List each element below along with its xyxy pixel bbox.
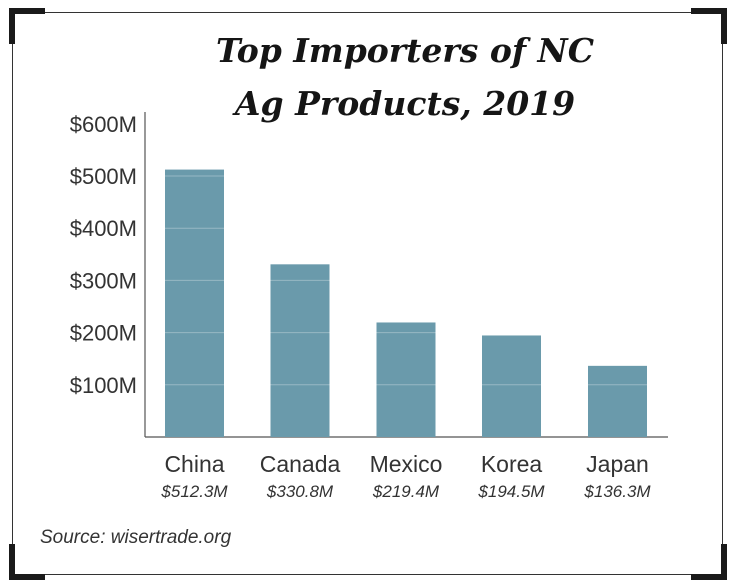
bar-value-label: $194.5M [477,482,545,501]
x-category-label: Canada [260,451,341,477]
y-tick-label: $400M [70,216,137,241]
frame-border [12,12,723,575]
bar-value-label: $219.4M [372,482,440,501]
x-category-label: Japan [586,451,649,477]
source-note: Source: wisertrade.org [40,527,232,548]
y-tick-label: $500M [70,164,137,189]
x-category-label: Mexico [370,451,443,477]
bar-japan [588,365,647,437]
corner-bracket [691,544,727,580]
bar-value-label: $512.3M [160,482,228,501]
x-category-label: Korea [481,451,543,477]
corner-bracket [9,544,45,580]
y-tick-label: $600M [70,112,137,137]
title-line: Ag Products, 2019 [234,84,576,123]
y-tick-label: $200M [70,321,137,346]
bar-value-label: $136.3M [583,482,651,501]
bar-china [165,169,224,437]
y-tick-label: $100M [70,373,137,398]
corner-bracket [9,8,45,44]
bar-korea [482,335,541,437]
chart-title: Top Importers of NC Ag Products, 2019 [150,24,660,130]
x-category-label: China [164,451,224,477]
corner-bracket [691,8,727,44]
bar-value-label: $330.8M [266,482,334,501]
bar-mexico [376,322,436,437]
title-line: Top Importers of NC [216,31,594,70]
bar-canada [270,264,330,437]
y-tick-label: $300M [70,268,137,293]
